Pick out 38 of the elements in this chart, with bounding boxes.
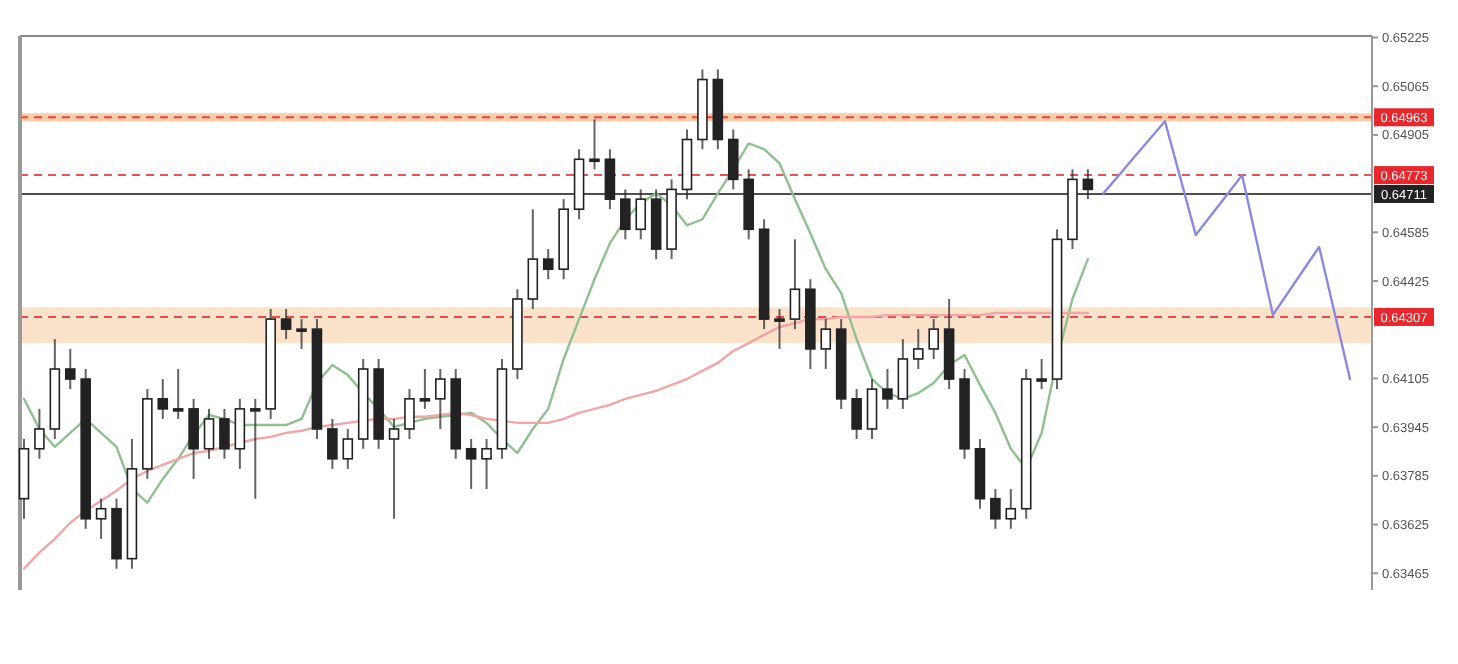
candlestick [342, 427, 354, 470]
candlestick [157, 378, 169, 420]
candlestick [95, 497, 107, 540]
candlestick [172, 368, 184, 420]
candlestick [465, 438, 477, 490]
candlestick [897, 338, 909, 410]
line-series [22, 311, 1090, 570]
candlestick [296, 318, 307, 350]
candlestick [64, 347, 76, 391]
candlestick [481, 438, 492, 490]
candlestick [327, 417, 338, 470]
candlestick [912, 328, 924, 371]
candlestick [1005, 487, 1017, 530]
candlestick [527, 208, 539, 311]
candlestick [188, 397, 199, 480]
candlestick [234, 397, 246, 470]
candlestick [727, 128, 739, 191]
candlestick [34, 407, 45, 460]
candlestick [1036, 357, 1047, 391]
candlestick [928, 318, 939, 360]
candlestick [419, 368, 431, 410]
candlestick [542, 248, 554, 281]
candlestick [404, 388, 415, 441]
candlestick [820, 318, 832, 371]
candlestick [866, 378, 878, 441]
candlestick [249, 397, 261, 500]
candlestick [882, 368, 893, 410]
candlestick [990, 487, 1001, 530]
candlestick [203, 407, 215, 460]
candlestick [280, 308, 292, 341]
line-series [1102, 120, 1352, 381]
candlestick [789, 238, 801, 331]
candlestick [435, 368, 446, 430]
candlestick [851, 388, 862, 441]
candlestick [589, 118, 600, 171]
candlestick [774, 308, 785, 350]
candlestick [219, 407, 230, 460]
candlestick [388, 417, 400, 520]
